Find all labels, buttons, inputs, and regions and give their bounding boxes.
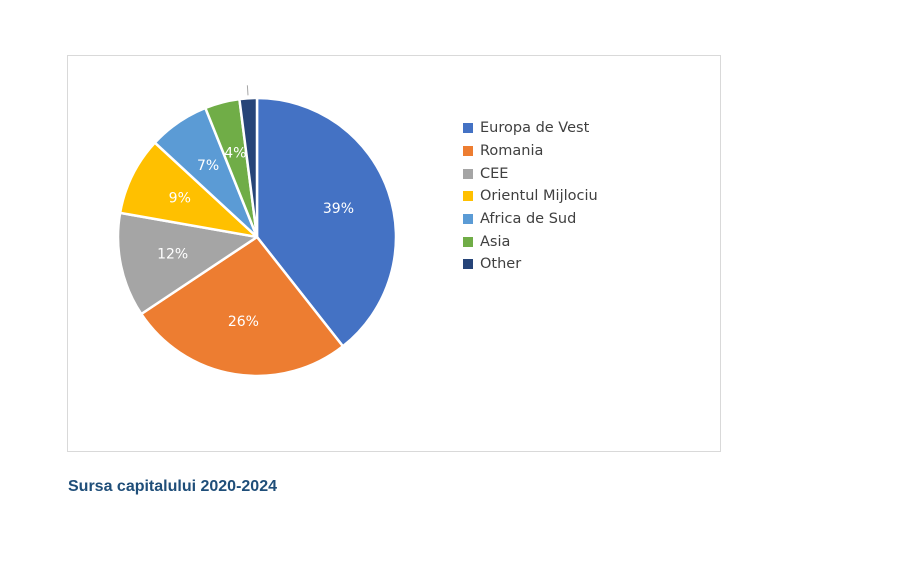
legend-swatch-other bbox=[463, 259, 473, 270]
data-label-orientul-mijlociu: 9% bbox=[169, 191, 191, 207]
legend-swatch-cee bbox=[463, 168, 473, 179]
pie-slice-other bbox=[238, 96, 259, 239]
legend-item-asia: Asia bbox=[463, 230, 598, 253]
legend-label-other: Other bbox=[480, 256, 522, 273]
legend-label-asia: Asia bbox=[480, 233, 511, 250]
leader-line-other bbox=[246, 85, 249, 96]
legend-label-europa-de-vest: Europa de Vest bbox=[480, 120, 590, 137]
data-label-romania: 26% bbox=[228, 314, 259, 330]
chart-container: 39% 26% 12% 9% 7% 4% Europa de Vest Romania CEE… bbox=[67, 55, 721, 452]
chart-caption: Sursa capitalului 2020-2024 bbox=[68, 478, 277, 495]
legend-swatch-asia bbox=[463, 236, 473, 247]
data-label-cee: 12% bbox=[157, 247, 188, 263]
legend-item-europa-de-vest: Europa de Vest bbox=[463, 117, 598, 140]
pie-slice-romania bbox=[140, 235, 345, 378]
data-label-asia: 4% bbox=[224, 146, 246, 162]
legend-swatch-europa-de-vest bbox=[463, 123, 473, 134]
pie-chart: 39% 26% 12% 9% 7% 4% bbox=[116, 85, 398, 378]
legend-item-africa-de-sud: Africa de Sud bbox=[463, 208, 598, 231]
legend-swatch-africa-de-sud bbox=[463, 214, 473, 225]
legend-label-cee: CEE bbox=[480, 165, 509, 182]
legend-label-orientul-mijlociu: Orientul Mijlociu bbox=[480, 188, 598, 205]
legend-swatch-romania bbox=[463, 146, 473, 157]
pie-slice-europa-de-vest bbox=[255, 96, 398, 348]
legend-label-romania: Romania bbox=[480, 143, 544, 160]
chart-legend: Europa de Vest Romania CEE Orientul Mijloci… bbox=[463, 117, 598, 276]
legend-item-romania: Romania bbox=[463, 140, 598, 163]
pie-slice-cee bbox=[116, 211, 259, 316]
data-label-europa-de-vest: 39% bbox=[323, 201, 354, 217]
legend-label-africa-de-sud: Africa de Sud bbox=[480, 211, 577, 228]
legend-item-other: Other bbox=[463, 253, 598, 276]
legend-swatch-orientul-mijlociu bbox=[463, 191, 473, 202]
legend-item-cee: CEE bbox=[463, 162, 598, 185]
pie-slice-orientul-mijlociu bbox=[118, 141, 259, 239]
legend-item-orientul-mijlociu: Orientul Mijlociu bbox=[463, 185, 598, 208]
data-label-africa-de-sud: 7% bbox=[197, 158, 219, 174]
